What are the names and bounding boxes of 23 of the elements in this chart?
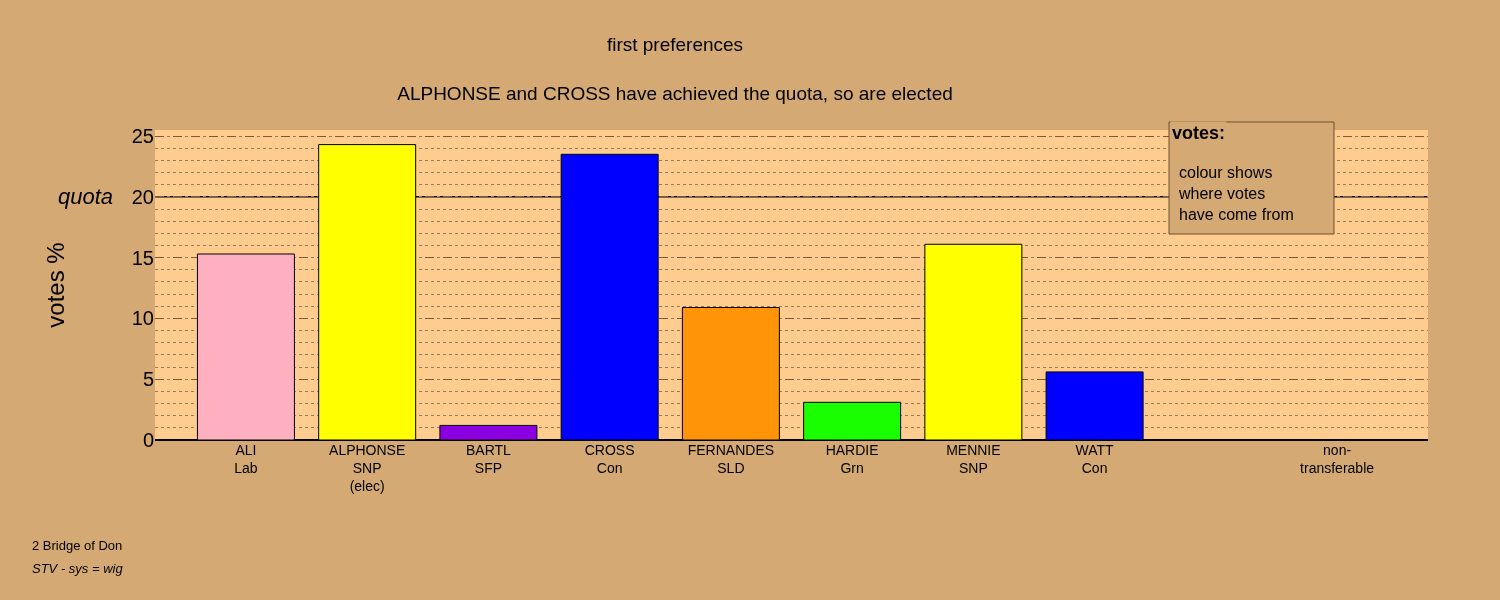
y-tick-label: 5 [142, 368, 154, 391]
x-tick-label: non- transferable [1300, 442, 1375, 477]
x-tick-label: WATT Con [1075, 442, 1115, 477]
chart-title: first preferences [606, 34, 744, 55]
y-tick-label: 10 [131, 307, 154, 330]
y-tick-label: 20 [131, 185, 154, 208]
y-tick-label: 25 [131, 125, 154, 148]
y-axis-title: votes % [41, 242, 69, 328]
x-tick-label: ALI Lab [234, 442, 258, 477]
chart-subtitle: ALPHONSE and CROSS have achieved the quota, so are elected [397, 83, 953, 105]
x-tick-label: HARDIE Grn [825, 442, 879, 477]
ref-line-label: quota [58, 184, 114, 209]
y-tick-label: 0 [142, 429, 154, 451]
x-tick-label: MENNIE SNP [946, 442, 1001, 477]
annotation: colour shows where votes have come from [1178, 164, 1294, 223]
x-tick-label: ALPHONSE SNP (elec) [329, 442, 406, 495]
y-tick-label: 15 [131, 246, 154, 269]
annotation: votes: [1172, 123, 1226, 143]
text: STV - sys = wig [32, 561, 124, 576]
x-tick-label: FERNANDES SLD [687, 442, 775, 477]
x-tick-label: BARTL SFP [465, 442, 512, 477]
x-tick-label: CROSS Con [584, 442, 635, 477]
text: 2 Bridge of Don [32, 538, 123, 553]
